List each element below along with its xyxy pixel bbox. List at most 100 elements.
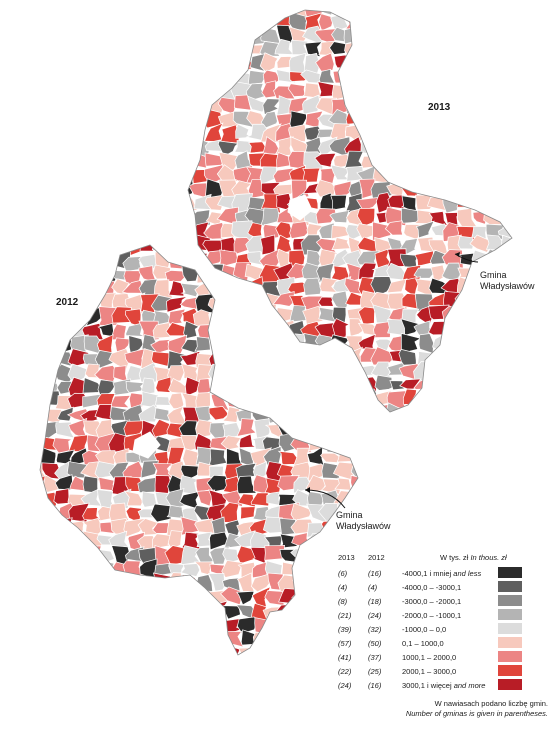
municipality-area [386, 54, 408, 73]
municipality-area [208, 448, 228, 467]
municipality-area [83, 633, 104, 649]
municipality-area [360, 139, 380, 156]
municipality-area [141, 377, 156, 395]
municipality-area [247, 95, 268, 113]
municipality-area [112, 615, 132, 633]
municipality-area [244, 308, 264, 323]
municipality-area [471, 12, 490, 31]
municipality-area [82, 292, 100, 310]
municipality-area [68, 266, 89, 286]
municipality-area [212, 307, 230, 324]
municipality-area [40, 306, 62, 327]
legend-count-2013: (8) [338, 597, 348, 606]
municipality-area [234, 349, 253, 364]
municipality-area [484, 12, 503, 28]
municipality-area [429, 80, 449, 98]
municipality-area [53, 517, 73, 534]
legend-range-pl: 0,1 – 1000,0 [402, 639, 444, 648]
municipality-area [188, 220, 197, 239]
legend-header: 2013 2012 W tys. zł In thous. zł [338, 553, 548, 567]
municipality-area [443, 179, 464, 198]
municipality-area [207, 363, 231, 382]
municipality-area [40, 642, 47, 655]
municipality-area [414, 13, 433, 31]
municipality-area [42, 548, 57, 562]
municipality-area [40, 575, 48, 590]
municipality-area [343, 390, 364, 408]
municipality-area [513, 379, 532, 395]
municipality-area [54, 603, 75, 619]
municipality-area [206, 57, 226, 74]
municipality-area [443, 57, 462, 73]
municipality-area [181, 601, 201, 619]
municipality-area [194, 631, 214, 649]
municipality-area [428, 407, 448, 412]
municipality-area [415, 138, 433, 156]
legend-row: (4) (4) -4000,0 – -3000,1 [338, 581, 548, 595]
municipality-area [110, 323, 127, 341]
municipality-area [208, 600, 229, 618]
municipality-area [276, 24, 294, 44]
municipality-area [307, 617, 324, 636]
municipality-area [335, 532, 355, 551]
municipality-area [398, 407, 421, 412]
municipality-area [277, 380, 299, 397]
municipality-area [482, 151, 503, 170]
municipality-area [40, 250, 47, 272]
municipality-area [388, 69, 408, 87]
municipality-area [386, 278, 408, 294]
municipality-area [194, 405, 212, 426]
municipality-area [183, 320, 200, 339]
municipality-area [209, 325, 228, 339]
municipality-area [246, 347, 266, 368]
municipality-area [221, 334, 237, 353]
municipality-area [188, 29, 196, 41]
municipality-area [331, 237, 351, 251]
municipality-area [260, 360, 281, 380]
municipality-area [286, 360, 309, 378]
municipality-area [293, 363, 313, 384]
municipality-area [264, 320, 285, 342]
municipality-area [485, 196, 507, 211]
municipality-area [370, 276, 393, 297]
municipality-area [471, 139, 489, 155]
legend-swatch [498, 567, 522, 578]
municipality-area [357, 388, 380, 410]
municipality-area [293, 404, 311, 425]
municipality-area [234, 394, 256, 407]
municipality-area [337, 419, 353, 435]
legend-rows: (6) (16) -4000,1 i mniej and less (4) (4) -40… [338, 567, 548, 693]
municipality-area [40, 367, 46, 384]
municipality-area [183, 644, 201, 655]
municipality-area [471, 404, 491, 412]
municipality-area [139, 588, 159, 608]
municipality-area [264, 391, 285, 409]
municipality-area [335, 378, 355, 397]
municipality-area [81, 600, 103, 621]
municipality-area [515, 351, 534, 367]
municipality-area [55, 629, 76, 647]
municipality-area [67, 601, 88, 620]
municipality-area [456, 196, 478, 208]
municipality-area [203, 222, 225, 240]
municipality-area [294, 421, 313, 439]
municipality-area [204, 194, 225, 211]
municipality-area [363, 531, 381, 551]
municipality-area [305, 406, 327, 423]
municipality-area [40, 269, 44, 284]
municipality-area [427, 321, 448, 336]
municipality-area [57, 406, 74, 422]
municipality-area [250, 297, 270, 314]
municipality-area [40, 335, 60, 354]
municipality-area [362, 419, 382, 437]
municipality-area [496, 361, 512, 379]
municipality-area [188, 10, 197, 18]
municipality-area [40, 621, 47, 634]
municipality-area [387, 164, 406, 182]
municipality-area [442, 39, 464, 58]
municipality-area [500, 234, 512, 255]
legend-count-2012: (4) [368, 583, 378, 592]
municipality-area [138, 643, 160, 655]
municipality-area [498, 112, 512, 127]
municipality-area [69, 306, 90, 322]
